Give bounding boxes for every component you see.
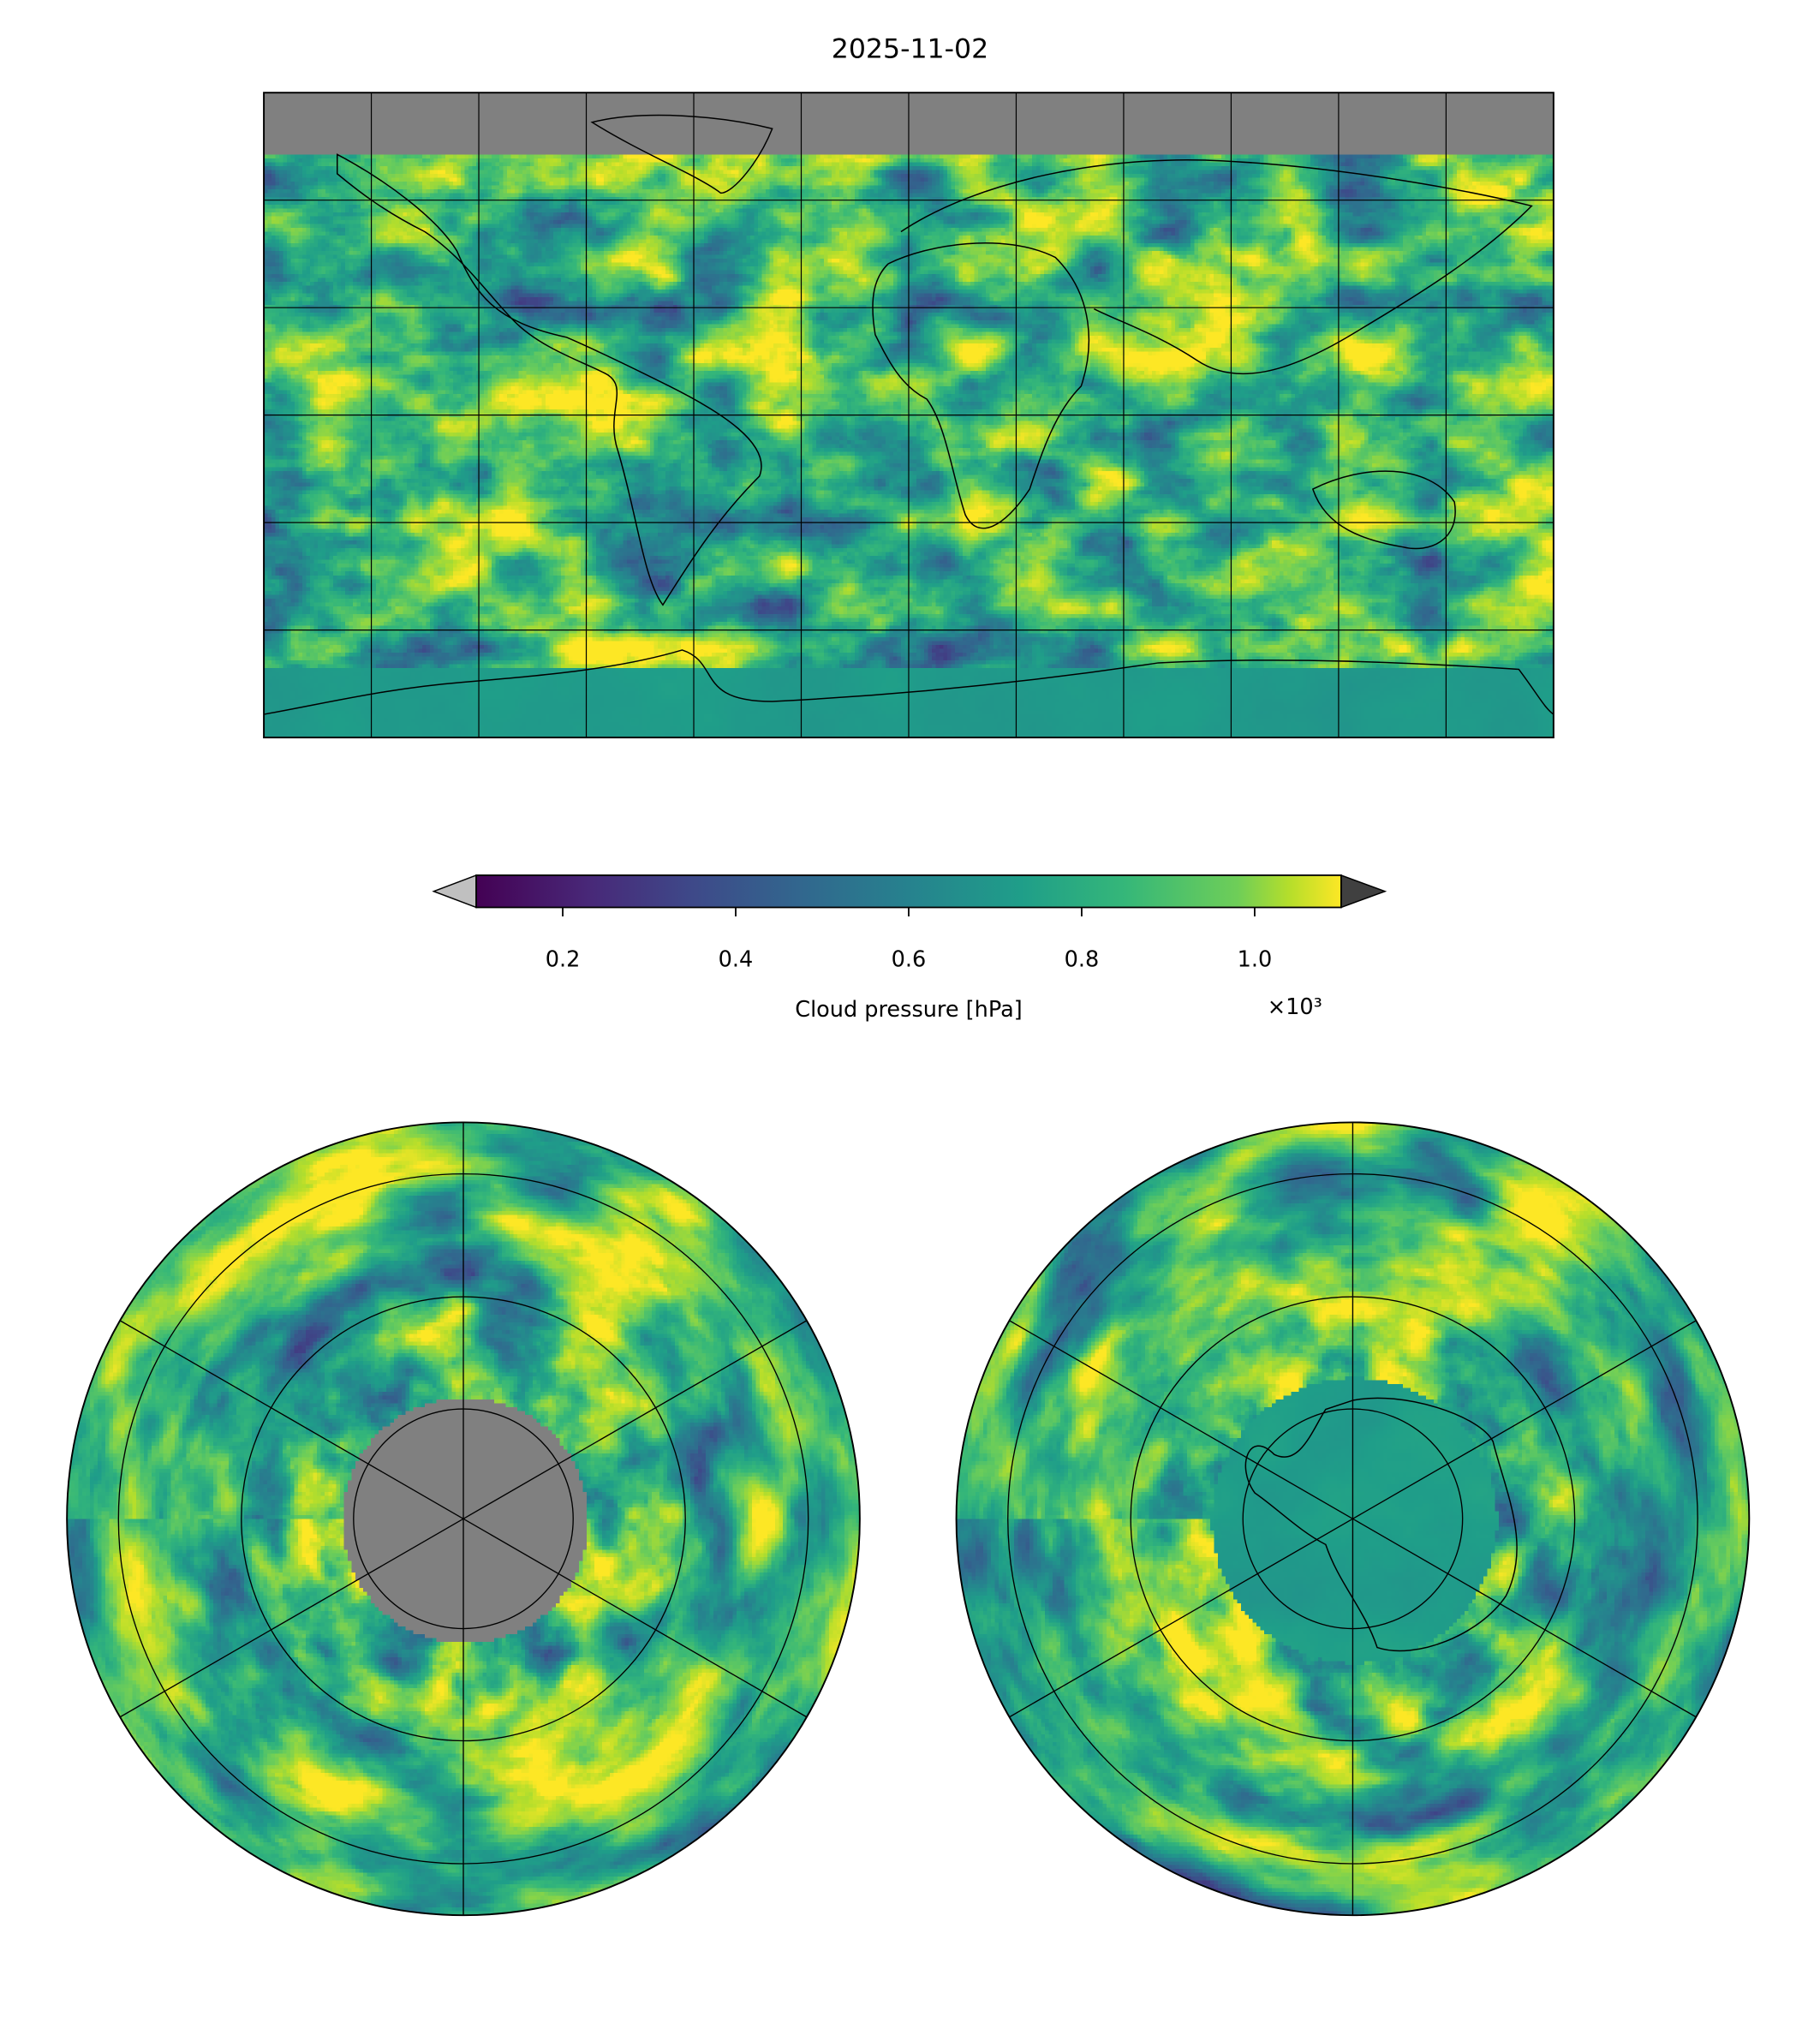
colorbar-tick-label: 0.4 [719, 947, 754, 973]
colorbar-tick-label: 1.0 [1238, 947, 1273, 973]
figure-title: 2025-11-02 [831, 33, 989, 65]
colorbar: 0.2 0.4 0.6 0.8 1.0 Cloud pressure [hPa] ×10… [432, 874, 1387, 1023]
colorbar-tick-label: 0.8 [1065, 947, 1100, 973]
meridian-spoke [1352, 1518, 1697, 1718]
coastlines [263, 114, 1554, 715]
meridian-spoke [462, 1518, 808, 1718]
coastline-antarctica-polar [1244, 1397, 1518, 1652]
global-map-frame [263, 92, 1554, 739]
colorbar-tick-label: 0.2 [546, 947, 581, 973]
colorbar-over-extension [1340, 874, 1387, 909]
meridian-spoke [119, 1518, 464, 1718]
colorbar-gradient [475, 874, 1342, 909]
north-polar-gridlines [117, 1122, 809, 1916]
meridian-spoke [1009, 1518, 1353, 1718]
colorbar-tick-label: 0.6 [892, 947, 927, 973]
south-polar-gridlines [1007, 1122, 1698, 1916]
south-polar-frame [955, 1121, 1751, 1917]
meridian-spoke [1009, 1320, 1353, 1519]
coastline-africa-eurasia [872, 158, 1533, 529]
meridian-spoke [119, 1320, 464, 1519]
coastline-australia [1311, 470, 1456, 550]
colorbar-offset-text: ×10³ [1268, 994, 1322, 1020]
coastline-americas [336, 153, 762, 606]
meridian-spoke [462, 1320, 808, 1519]
north-polar-frame [66, 1121, 861, 1917]
global-map-gridlines [264, 92, 1554, 738]
coastline-antarctica [263, 649, 1554, 715]
coastline-greenland [590, 114, 773, 194]
colorbar-label: Cloud pressure [hPa] [795, 997, 1022, 1023]
colorbar-under-extension [432, 874, 477, 909]
meridian-spoke [1352, 1320, 1697, 1519]
